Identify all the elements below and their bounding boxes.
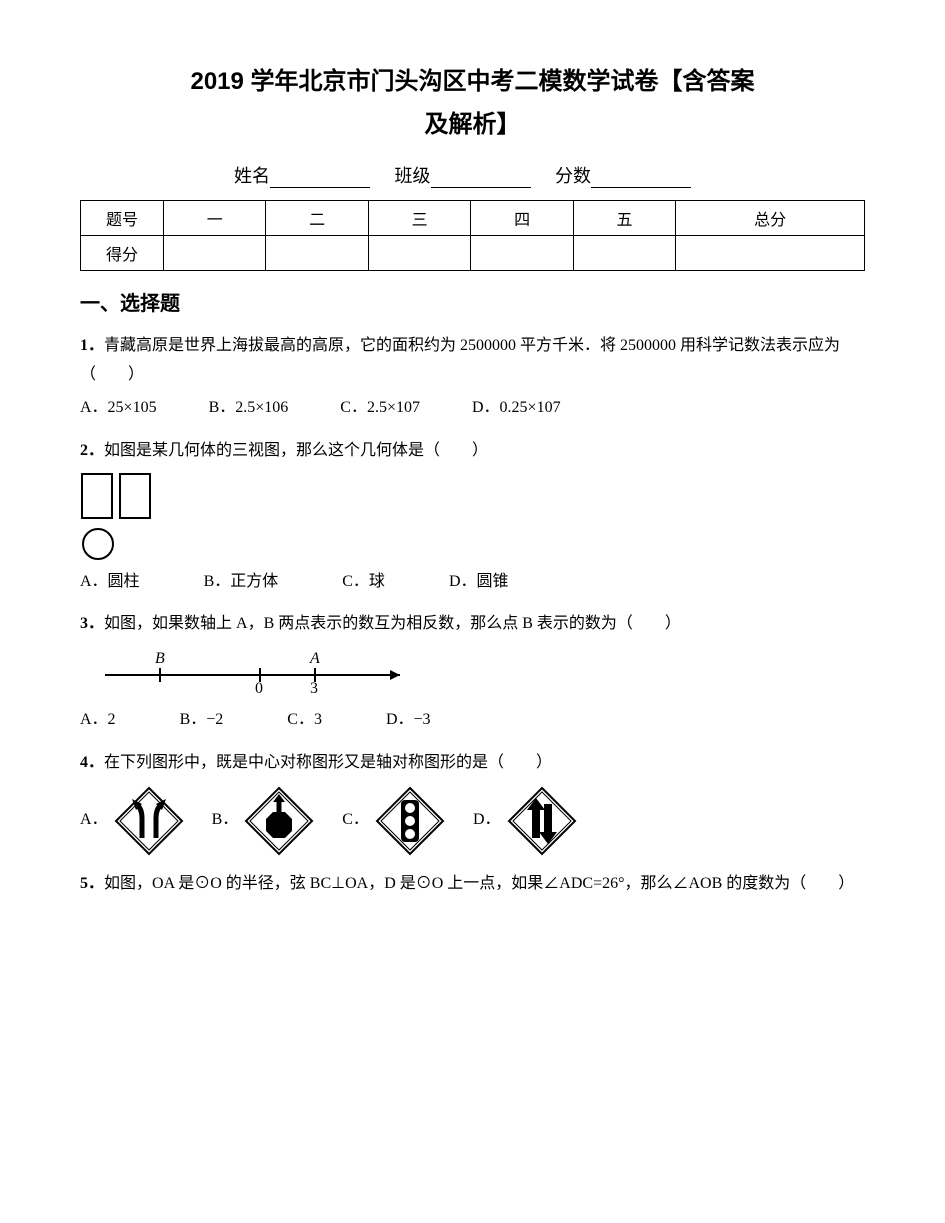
q4-label-d: D．: [473, 806, 501, 835]
label-3: 3: [310, 680, 318, 697]
q4-text: 在下列图形中，既是中心对称图形又是轴对称图形的是（ ）: [104, 754, 552, 771]
q1-opt-b[interactable]: B．2.5×106: [209, 394, 289, 423]
cell: 一: [164, 201, 266, 236]
question-4: 4．在下列图形中，既是中心对称图形又是轴对称图形的是（ ） A． B．: [80, 749, 865, 856]
label-b: B: [155, 650, 165, 667]
q3-num: 3．: [80, 615, 104, 632]
front-view: [82, 474, 112, 518]
cell[interactable]: [368, 236, 470, 271]
q5-num: 5．: [80, 875, 104, 892]
q1-opt-c[interactable]: C．2.5×107: [340, 394, 420, 423]
cell: 四: [471, 201, 573, 236]
score-label: 分数: [555, 166, 591, 186]
three-view-icon: [80, 472, 170, 562]
question-5: 5．如图，OA 是⊙O 的半径，弦 BC⊥OA，D 是⊙O 上一点，如果∠ADC…: [80, 870, 865, 899]
sign-merge-icon: [114, 786, 184, 856]
name-label: 姓名: [234, 166, 270, 186]
cell: 题号: [81, 201, 164, 236]
q2-opt-b[interactable]: B．正方体: [204, 568, 279, 597]
q2-opt-c[interactable]: C．球: [342, 568, 385, 597]
cell: 三: [368, 201, 470, 236]
q4-opt-c[interactable]: C．: [342, 786, 445, 856]
q3-opt-a[interactable]: A．2: [80, 706, 116, 735]
question-1: 1．青藏高原是世界上海拔最高的高原，它的面积约为 2500000 平方千米．将 …: [80, 332, 865, 422]
q3-text: 如图，如果数轴上 A，B 两点表示的数互为相反数，那么点 B 表示的数为（ ）: [104, 615, 681, 632]
cell: 得分: [81, 236, 164, 271]
q3-opt-b[interactable]: B．−2: [180, 706, 224, 735]
q1-opt-d[interactable]: D．0.25×107: [472, 394, 561, 423]
cell[interactable]: [266, 236, 368, 271]
title-line2: 及解析】: [425, 111, 521, 138]
cell: 五: [573, 201, 675, 236]
sign-two-way-icon: [507, 786, 577, 856]
q4-opt-d[interactable]: D．: [473, 786, 577, 856]
q1-opt-a[interactable]: A．25×105: [80, 394, 157, 423]
cell[interactable]: [471, 236, 573, 271]
question-3: 3．如图，如果数轴上 A，B 两点表示的数互为相反数，那么点 B 表示的数为（ …: [80, 610, 865, 735]
q4-label-a: A．: [80, 806, 108, 835]
table-row: 题号 一 二 三 四 五 总分: [81, 201, 865, 236]
cell: 二: [266, 201, 368, 236]
info-line: 姓名 班级 分数: [80, 162, 865, 188]
q3-figure: B A 0 3: [100, 645, 865, 700]
q5-text: 如图，OA 是⊙O 的半径，弦 BC⊥OA，D 是⊙O 上一点，如果∠ADC=2…: [104, 875, 854, 892]
side-view: [120, 474, 150, 518]
q2-text: 如图是某几何体的三视图，那么这个几何体是（ ）: [104, 442, 488, 459]
name-blank[interactable]: [270, 169, 370, 188]
q3-opt-d[interactable]: D．−3: [386, 706, 431, 735]
q2-num: 2．: [80, 442, 104, 459]
q2-opt-a[interactable]: A．圆柱: [80, 568, 140, 597]
q1-num: 1．: [80, 337, 104, 354]
section-title: 一、选择题: [80, 287, 865, 316]
cell: 总分: [676, 201, 865, 236]
cell[interactable]: [573, 236, 675, 271]
table-row: 得分: [81, 236, 865, 271]
sign-stop-icon: [244, 786, 314, 856]
top-view: [83, 529, 113, 559]
sign-traffic-light-icon: [375, 786, 445, 856]
q1-options: A．25×105 B．2.5×106 C．2.5×107 D．0.25×107: [80, 394, 865, 423]
q2-opt-d[interactable]: D．圆锥: [449, 568, 509, 597]
number-line-icon: B A 0 3: [100, 645, 420, 700]
q4-label-b: B．: [212, 806, 239, 835]
class-blank[interactable]: [431, 169, 531, 188]
q4-options: A． B． C．: [80, 786, 865, 856]
label-a: A: [309, 650, 320, 667]
q1-text: 青藏高原是世界上海拔最高的高原，它的面积约为 2500000 平方千米．将 25…: [80, 337, 840, 383]
score-table: 题号 一 二 三 四 五 总分 得分: [80, 200, 865, 271]
cell[interactable]: [164, 236, 266, 271]
page-title: 2019 学年北京市门头沟区中考二模数学试卷【含答案 及解析】: [80, 60, 865, 146]
class-label: 班级: [395, 166, 431, 186]
q4-label-c: C．: [342, 806, 369, 835]
q4-opt-a[interactable]: A．: [80, 786, 184, 856]
score-blank[interactable]: [591, 169, 691, 188]
q3-opt-c[interactable]: C．3: [287, 706, 322, 735]
title-line1: 2019 学年北京市门头沟区中考二模数学试卷【含答案: [190, 68, 754, 95]
label-0: 0: [255, 680, 263, 697]
q4-opt-b[interactable]: B．: [212, 786, 315, 856]
q2-options: A．圆柱 B．正方体 C．球 D．圆锥: [80, 568, 865, 597]
q2-figure: [80, 472, 865, 562]
q4-num: 4．: [80, 754, 104, 771]
q3-options: A．2 B．−2 C．3 D．−3: [80, 706, 865, 735]
cell[interactable]: [676, 236, 865, 271]
question-2: 2．如图是某几何体的三视图，那么这个几何体是（ ） A．圆柱 B．正方体 C．球…: [80, 437, 865, 597]
